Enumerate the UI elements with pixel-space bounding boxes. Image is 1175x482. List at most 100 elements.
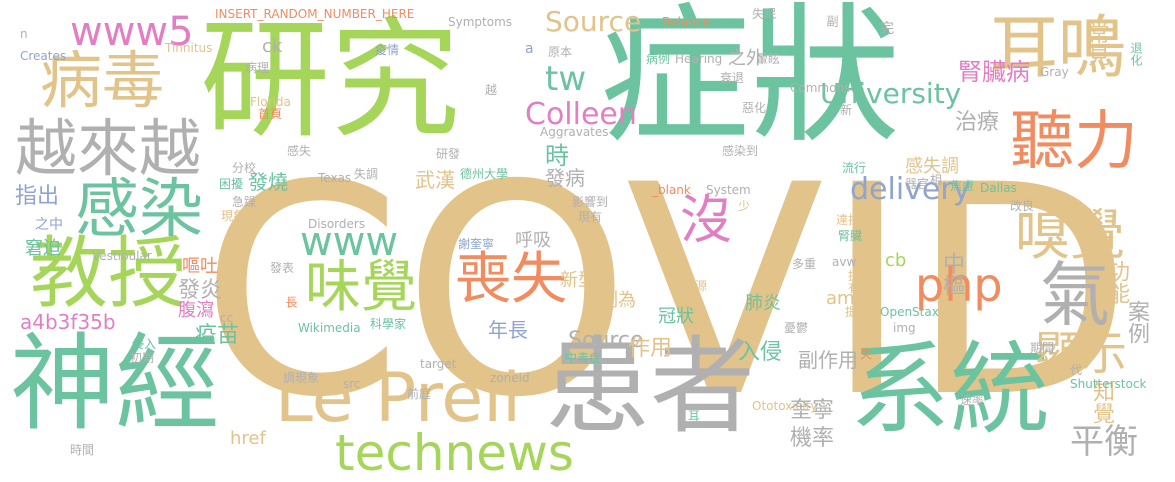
cloud-word: Gray [1040,65,1069,79]
cloud-word: Symptoms [448,15,513,29]
cloud-word: src [343,377,361,391]
cloud-word: 聽力 [1010,105,1138,179]
cloud-word: 發表 [270,261,295,275]
cloud-word: 多重 [792,257,817,271]
cloud-word: 腎臟病 [958,58,1030,86]
cloud-word: www [300,219,399,265]
cloud-word: 憂鬱 [784,321,809,335]
cloud-word: 時間 [70,443,95,457]
cloud-word: Balance [662,15,710,29]
cloud-word: 時 [545,142,569,170]
cloud-word: zoneid [490,371,530,385]
cloud-word: 奎寧 [790,398,835,423]
cloud-word: Source [568,328,644,353]
cloud-word: 感失調 [905,156,959,177]
cloud-word: img [893,321,916,335]
cloud-word: cc [220,311,234,325]
cloud-word: 症狀 [600,0,901,164]
cloud-word: 越來越 [15,112,202,185]
cloud-word: amp [826,288,866,309]
cloud-word: 謝奎寧 [458,237,495,251]
cloud-word: 少 [738,199,751,213]
cloud-word: 嗅覺 [1015,203,1126,267]
cloud-word: 失眠 [752,7,777,21]
cloud-word: 耳 [688,409,701,423]
cloud-word: 發燒 [248,170,288,194]
cloud-word: 之中 [35,217,63,233]
cloud-word: 神經 [10,323,221,445]
cloud-word: 知覺 [1089,380,1114,424]
cloud-word: 改良 [1010,199,1035,213]
cloud-word: 入侵 [738,340,783,365]
cloud-word: 肺炎 [745,293,781,314]
cloud-word: 案例 [1124,300,1149,344]
cloud-word: 常見 [1084,22,1109,66]
cloud-word: INSERT_RANDOM_NUMBER_HERE [215,7,415,21]
cloud-word: Disorders [308,217,366,231]
cloud-word: n [20,27,28,41]
cloud-word: technews [335,424,574,482]
cloud-word: href [230,428,266,449]
cloud-word: 感染到 [722,144,759,158]
cloud-word: COVID [200,124,1133,461]
cloud-word: Vestibular [92,249,152,263]
cloud-word: 疫情 [375,43,400,57]
cloud-word: 焦慮 [950,179,975,193]
cloud-word: OpenStax [880,305,939,319]
cloud-word: a4b3f35b [20,310,116,334]
cloud-word: 顯示 [1035,326,1127,380]
cloud-word: 前庭 [407,387,432,401]
cloud-word: Wikimedia [298,321,361,335]
cloud-word: 達拉斯 [836,213,873,227]
cloud-word: 困擾 [219,177,244,191]
cloud-word: avw [832,255,857,269]
cloud-word: 窘迫 [25,238,61,259]
cloud-word: 退化 [1129,42,1143,66]
cloud-word: 速率 [960,393,985,407]
cloud-word: System [706,183,751,197]
cloud-word: 研究 [200,4,461,156]
cloud-word: 原本 [548,45,573,59]
cloud-word: 平衡 [1070,422,1138,462]
cloud-word: cb [885,250,907,271]
cloud-word: 作用 [628,336,673,361]
cloud-word: 急躁 [232,195,257,209]
cloud-word: 功能 [1104,260,1129,304]
cloud-word: 腹瀉 [178,300,214,321]
cloud-word: 提升 [845,305,870,319]
cloud-word: delivery [850,172,971,207]
cloud-word: 惡化 [742,101,767,115]
cloud-word: 喪失 [455,247,567,312]
cloud-word: 耳鳴 [990,9,1127,88]
cloud-word: 病毒 [40,44,165,117]
cloud-word: Commons [790,81,851,95]
cloud-word: 之外 [728,48,764,69]
cloud-word: Tinnitus [165,41,213,55]
cloud-word: 失調 [354,167,379,181]
cloud-word: 治療 [955,110,1000,135]
cloud-word: 首頁 [258,107,283,121]
cloud-word: Colleen [525,97,637,132]
cloud-word: Shutterstock [1070,377,1147,391]
cloud-word: 越 [485,83,498,97]
cloud-word: 教授 [30,229,187,319]
cloud-word: 器官 [905,177,930,191]
cloud-word: www5 [70,9,194,55]
cloud-word: 侵入 [132,337,157,351]
cloud-word: Aggravates [540,125,609,139]
cloud-word: 發炎 [178,278,223,303]
cloud-word: 提高 [848,269,873,283]
cloud-word: 列為 [600,290,636,311]
cloud-word: 研發 [436,147,461,161]
cloud-word: 中樞 [939,252,964,296]
cloud-word: 沒 [680,191,733,251]
cloud-word: 冠狀 [658,306,694,327]
cloud-word: Creates [20,49,67,63]
cloud-word: 腎臟 [838,229,863,243]
cloud-word: 流行 [842,161,867,175]
cloud-word: 指出 [15,184,60,209]
cloud-word: 中毒症 [565,351,602,365]
cloud-word: Florida [250,95,291,109]
cloud-word: 初期 [130,351,155,365]
